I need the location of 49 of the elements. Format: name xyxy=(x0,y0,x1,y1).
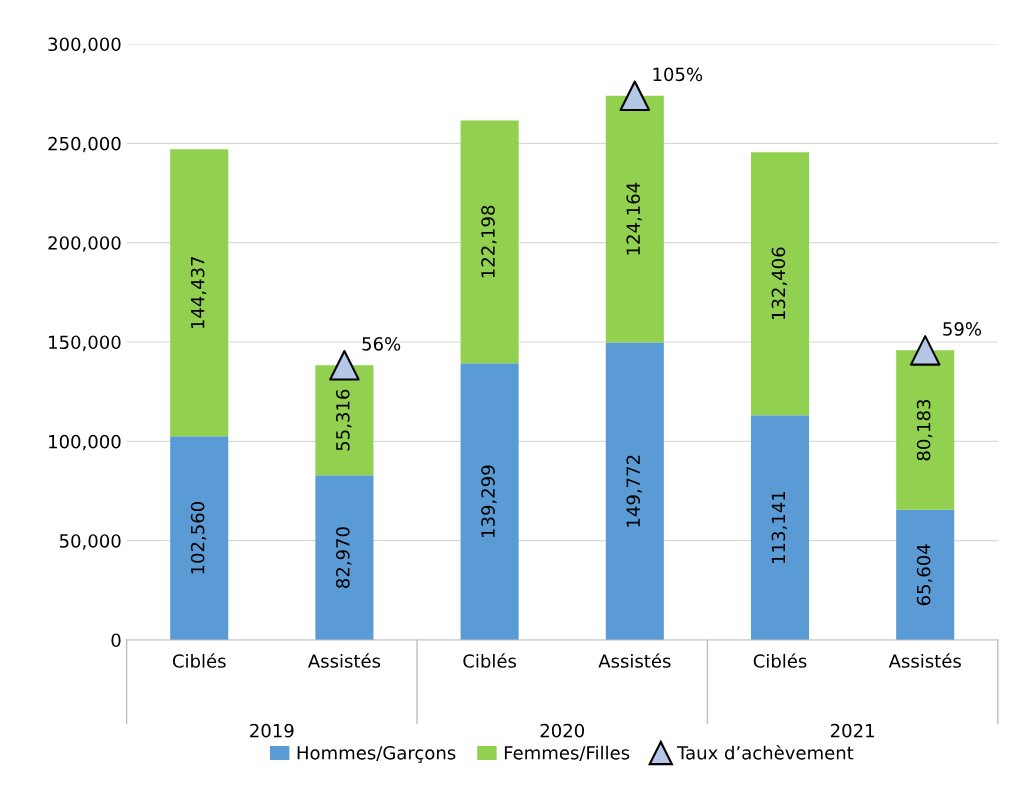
y-tick-label: 150,000 xyxy=(49,335,121,351)
data-label: 122,198 xyxy=(481,205,497,278)
point xyxy=(619,80,651,112)
bar xyxy=(750,152,810,416)
data-label: 124,164 xyxy=(626,182,642,255)
x-tick-label: Assistés xyxy=(598,653,671,668)
x-tick-label: Ciblés xyxy=(463,653,517,668)
bar xyxy=(170,149,229,437)
data-label: 139,299 xyxy=(481,465,497,537)
bar xyxy=(315,475,374,640)
bar xyxy=(460,120,519,364)
legend-label: Taux d’achèvement xyxy=(676,744,854,760)
y-tick-label: 100,000 xyxy=(49,434,121,451)
data-label: 102,560 xyxy=(190,501,207,574)
point xyxy=(909,335,941,366)
y-tick-label: 250,000 xyxy=(48,136,121,153)
bar xyxy=(605,95,664,343)
x-tick-label: Assistés xyxy=(888,653,961,668)
x-tick-label: Ciblés xyxy=(172,653,226,668)
text: 2019 xyxy=(250,723,294,738)
bar xyxy=(605,342,664,640)
data-label: 149,772 xyxy=(626,455,642,527)
bar xyxy=(896,350,955,510)
text: 2020 xyxy=(540,723,584,738)
y-tick-label: 50,000 xyxy=(59,534,121,550)
x-tick-label: Assistés xyxy=(307,653,381,668)
annotation: 59% xyxy=(943,322,982,336)
annotation: 56% xyxy=(362,337,401,351)
point xyxy=(329,350,360,381)
y-tick-label: 300,000 xyxy=(48,37,121,53)
x-tick-label: Ciblés xyxy=(753,653,807,668)
bar xyxy=(896,509,955,640)
data-label: 113,141 xyxy=(771,491,788,563)
bar xyxy=(460,363,519,640)
y-tick-label: 0 xyxy=(111,633,121,648)
data-label: 82,970 xyxy=(336,527,352,588)
data-label: 65,604 xyxy=(916,544,933,606)
data-label: 80,183 xyxy=(916,399,933,461)
bar xyxy=(170,436,229,640)
y-tick-label: 200,000 xyxy=(48,236,121,252)
data-label: 144,437 xyxy=(190,256,207,329)
bar xyxy=(315,365,374,476)
text: 2021 xyxy=(830,723,874,738)
data-label: 132,406 xyxy=(771,247,788,320)
data-label: 55,316 xyxy=(336,389,352,451)
legend-label: Hommes/Garçons xyxy=(297,745,456,763)
bar xyxy=(750,415,810,640)
legend-label: Femmes/Filles xyxy=(504,745,630,762)
annotation: 105% xyxy=(653,67,703,82)
